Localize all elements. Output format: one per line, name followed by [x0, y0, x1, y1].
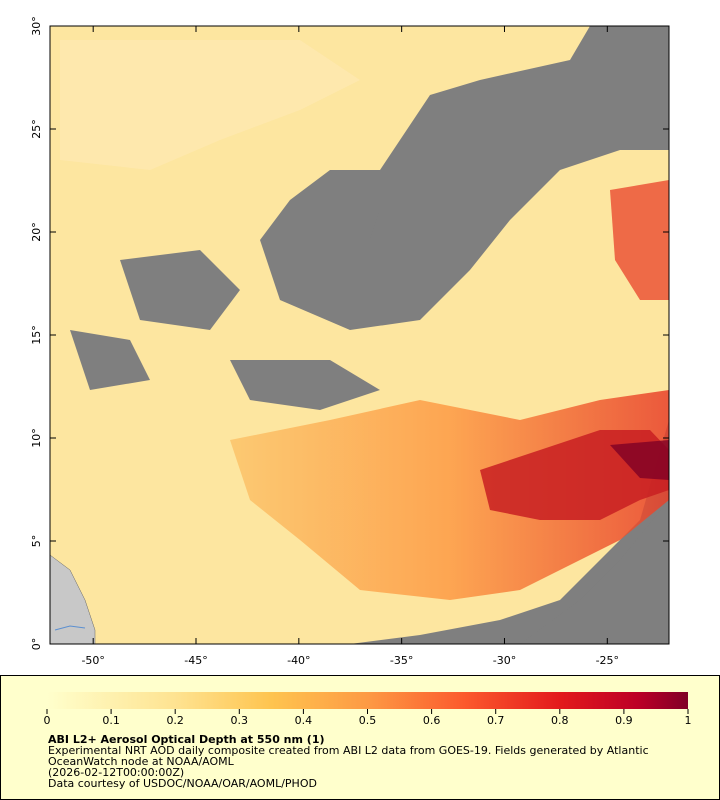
aerosol-field-light: [60, 40, 360, 170]
land: [50, 554, 96, 644]
colorbar-tick-label: 0.3: [231, 714, 249, 727]
lon-tick-label: -35°: [390, 654, 413, 667]
aerosol-plume-north: [610, 180, 669, 300]
colorbar-tick-label: 0.7: [487, 714, 505, 727]
lon-tick-label: -45°: [184, 654, 207, 667]
lon-axis: -50° -45° -40° -35° -30° -25°: [81, 26, 619, 667]
lat-axis: 0° 5° 10° 15° 20° 25° 30°: [30, 16, 669, 650]
river: [54, 625, 86, 631]
lat-tick-label: 25°: [30, 119, 43, 139]
colorbar-tick-label: 0.8: [551, 714, 569, 727]
lon-tick-label: -40°: [287, 654, 310, 667]
colorbar-tick-label: 1: [685, 714, 692, 727]
colorbar: [47, 692, 688, 709]
map-field: [50, 26, 669, 644]
caption-title: ABI L2+ Aerosol Optical Depth at 550 nm …: [48, 733, 325, 746]
colorbar-tick-label: 0.9: [615, 714, 633, 727]
caption-line: Experimental NRT AOD daily composite cre…: [48, 744, 649, 757]
lat-tick-label: 10°: [30, 428, 43, 448]
colorbar-tick-label: 0.2: [166, 714, 184, 727]
clear-southeast: [520, 500, 669, 644]
caption-line: (2026-02-12T00:00:00Z): [48, 766, 184, 779]
aerosol-very-high: [610, 440, 669, 480]
clear-patch: [70, 200, 380, 410]
lon-tick-label: -25°: [596, 654, 619, 667]
lat-tick-label: 30°: [30, 16, 43, 36]
aerosol-moderate: [230, 390, 669, 600]
colorbar-tick-label: 0.6: [423, 714, 441, 727]
colorbar-tick-label: 0: [44, 714, 51, 727]
lat-tick-label: 15°: [30, 325, 43, 345]
caption-line: OceanWatch node at NOAA/AOML: [48, 755, 235, 768]
caption-line: Data courtesy of USDOC/NOAA/OAR/AOML/PHO…: [48, 777, 317, 790]
lat-tick-label: 20°: [30, 222, 43, 242]
lat-tick-label: 0°: [30, 638, 43, 651]
colorbar-tick-label: 0.4: [295, 714, 313, 727]
lat-tick-label: 5°: [30, 535, 43, 548]
lon-tick-label: -30°: [493, 654, 516, 667]
lon-tick-label: -50°: [81, 654, 104, 667]
colorbar-tick-label: 0.1: [102, 714, 120, 727]
colorbar-tick-label: 0.5: [359, 714, 377, 727]
colorbar-axis: 0 0.1 0.2 0.3 0.4 0.5 0.6 0.7 0.8 0.9 1: [44, 709, 692, 727]
